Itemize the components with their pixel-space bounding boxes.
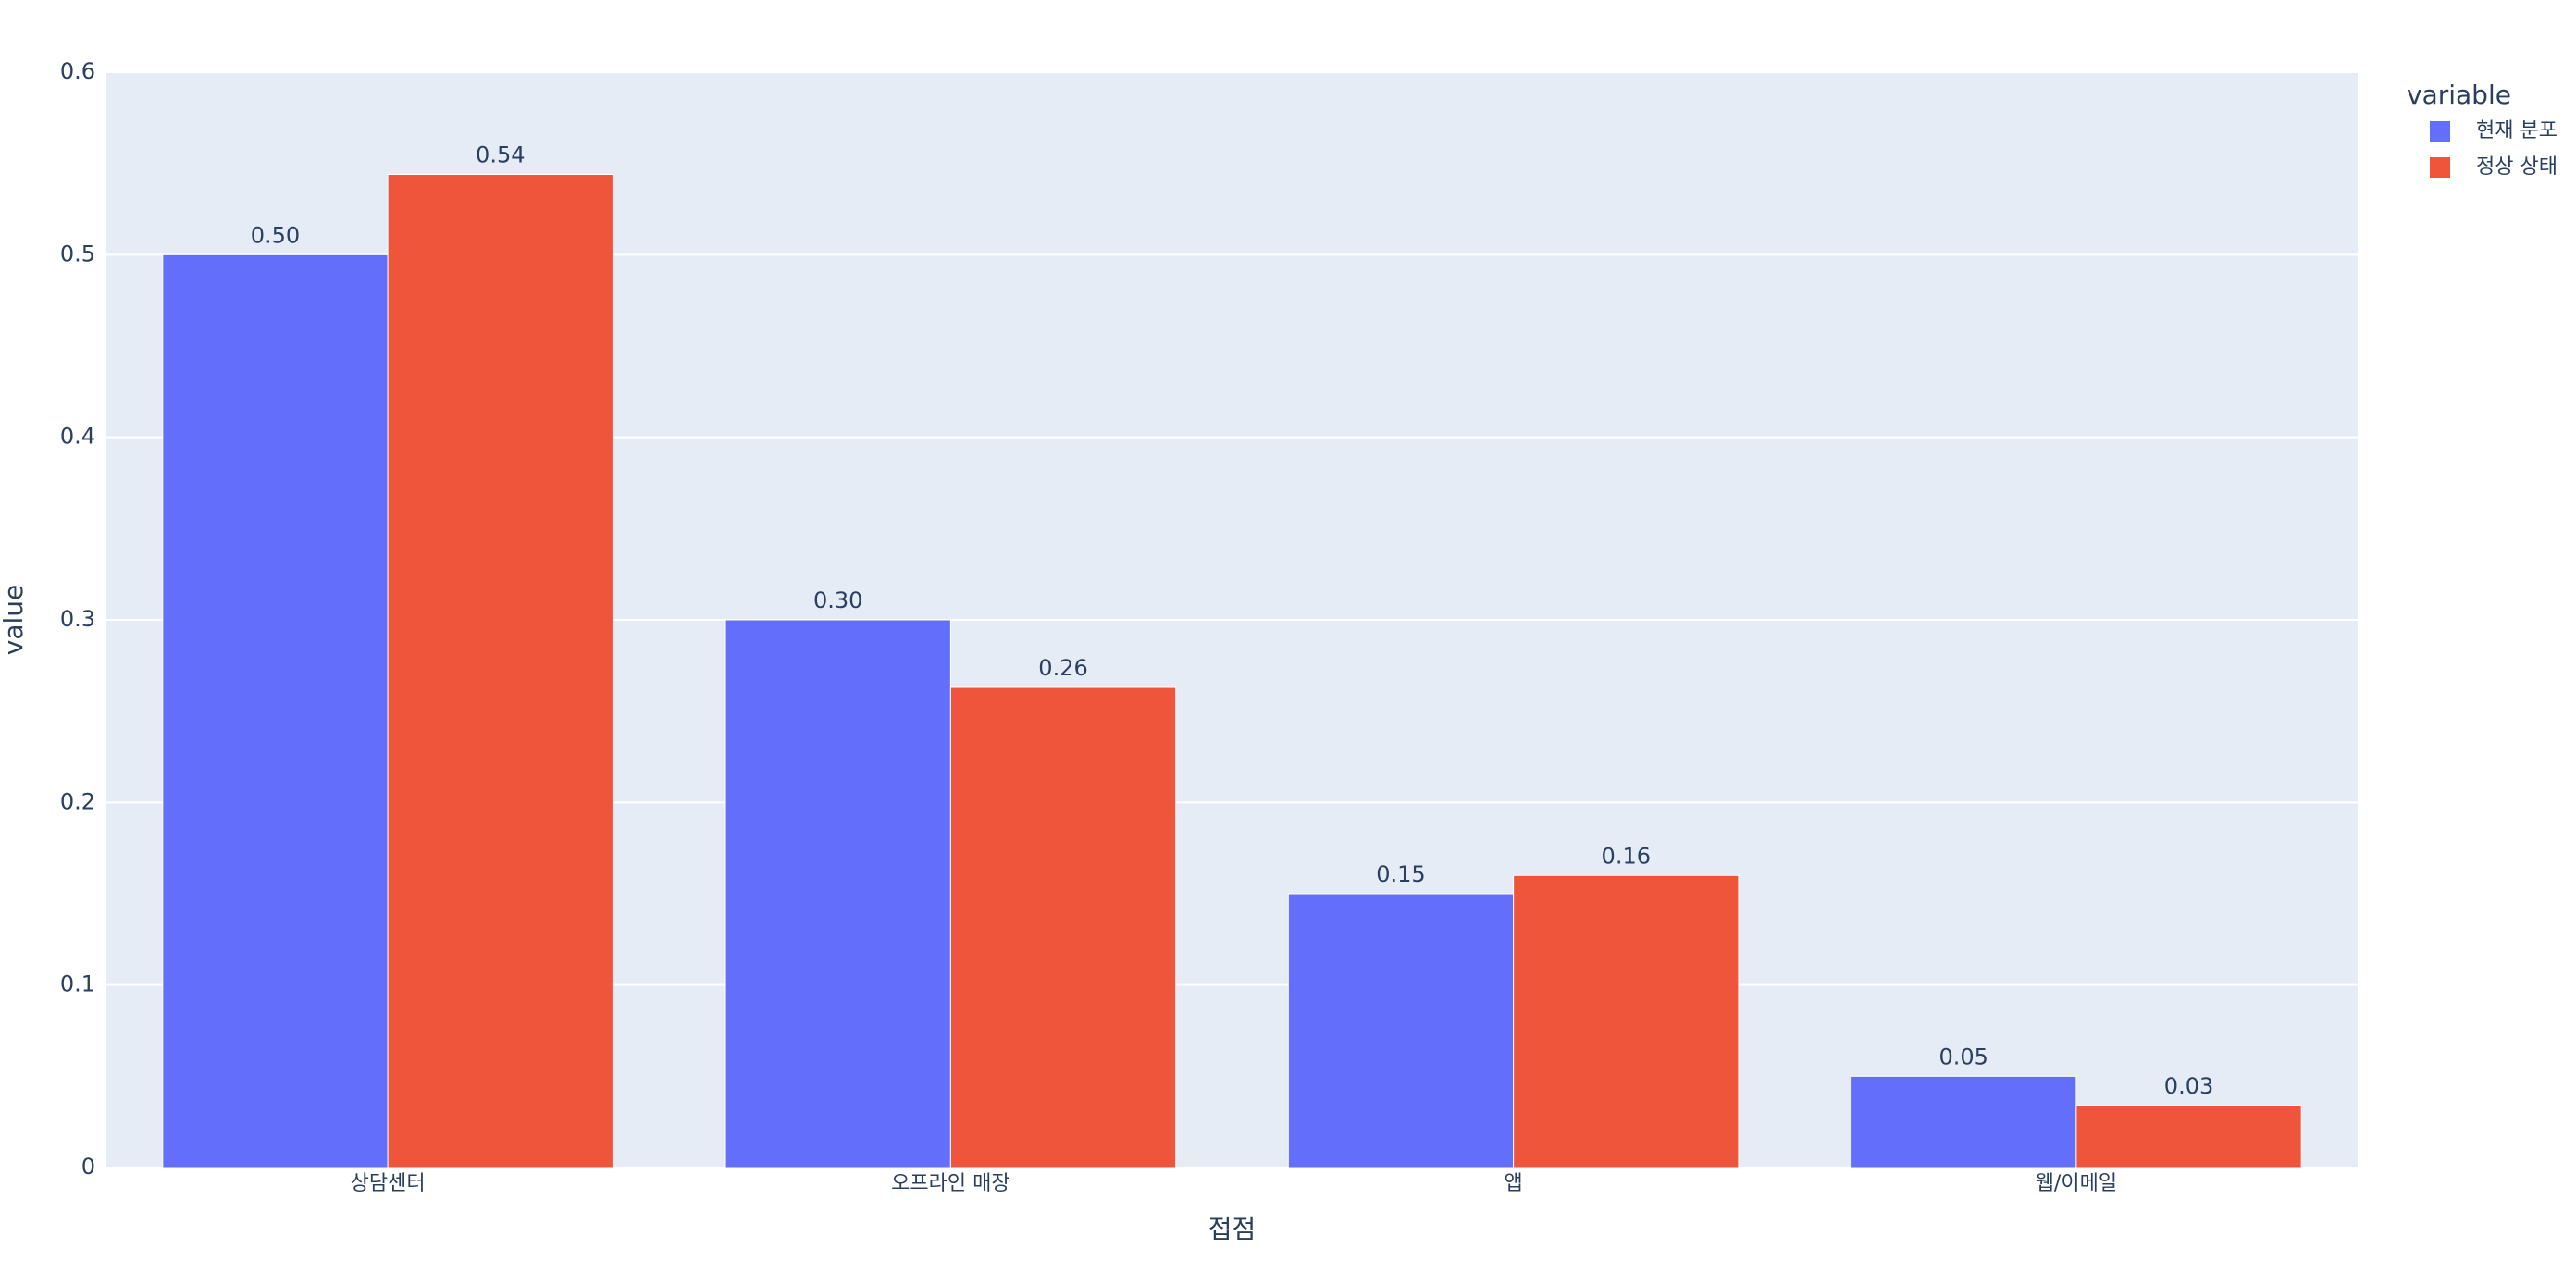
bar	[1287, 893, 1515, 1168]
y-tick-label: 0	[81, 1154, 95, 1180]
x-tick-label: 오프라인 매장	[891, 1172, 1009, 1195]
bar	[1851, 1075, 2077, 1168]
legend-label: 정상 상태	[2476, 155, 2557, 179]
bar	[387, 174, 613, 1168]
value-label: 0.03	[2164, 1073, 2213, 1099]
y-tick-label: 0.1	[60, 971, 95, 997]
x-tick-label: 웹/이메일	[2036, 1172, 2117, 1195]
x-tick-label: 앱	[1505, 1172, 1523, 1195]
y-tick-label: 0.5	[60, 241, 95, 266]
x-axis-title: 접점	[1208, 1214, 1257, 1244]
x-tick-label: 상담센터	[351, 1172, 426, 1195]
legend-swatch	[2430, 157, 2450, 178]
y-tick-label: 0.2	[60, 788, 95, 814]
value-label: 0.15	[1376, 861, 1425, 887]
value-label: 0.26	[1038, 655, 1087, 681]
bar	[949, 686, 1177, 1168]
y-axis-title: value	[0, 585, 29, 655]
legend-title: variable	[2407, 80, 2511, 110]
bar	[724, 619, 951, 1168]
value-label: 0.50	[251, 222, 300, 248]
legend-label: 현재 분포	[2476, 119, 2557, 142]
bar	[2075, 1105, 2302, 1168]
value-label: 0.30	[813, 587, 862, 613]
legend-swatch	[2430, 121, 2450, 142]
bar	[162, 253, 389, 1168]
value-label: 0.54	[476, 142, 525, 168]
value-label: 0.05	[1939, 1044, 1988, 1069]
y-tick-label: 0.6	[60, 58, 95, 84]
y-tick-label: 0.3	[60, 606, 95, 632]
y-tick-label: 0.4	[60, 424, 95, 450]
value-label: 0.16	[1602, 843, 1651, 869]
bar	[1513, 874, 1740, 1168]
